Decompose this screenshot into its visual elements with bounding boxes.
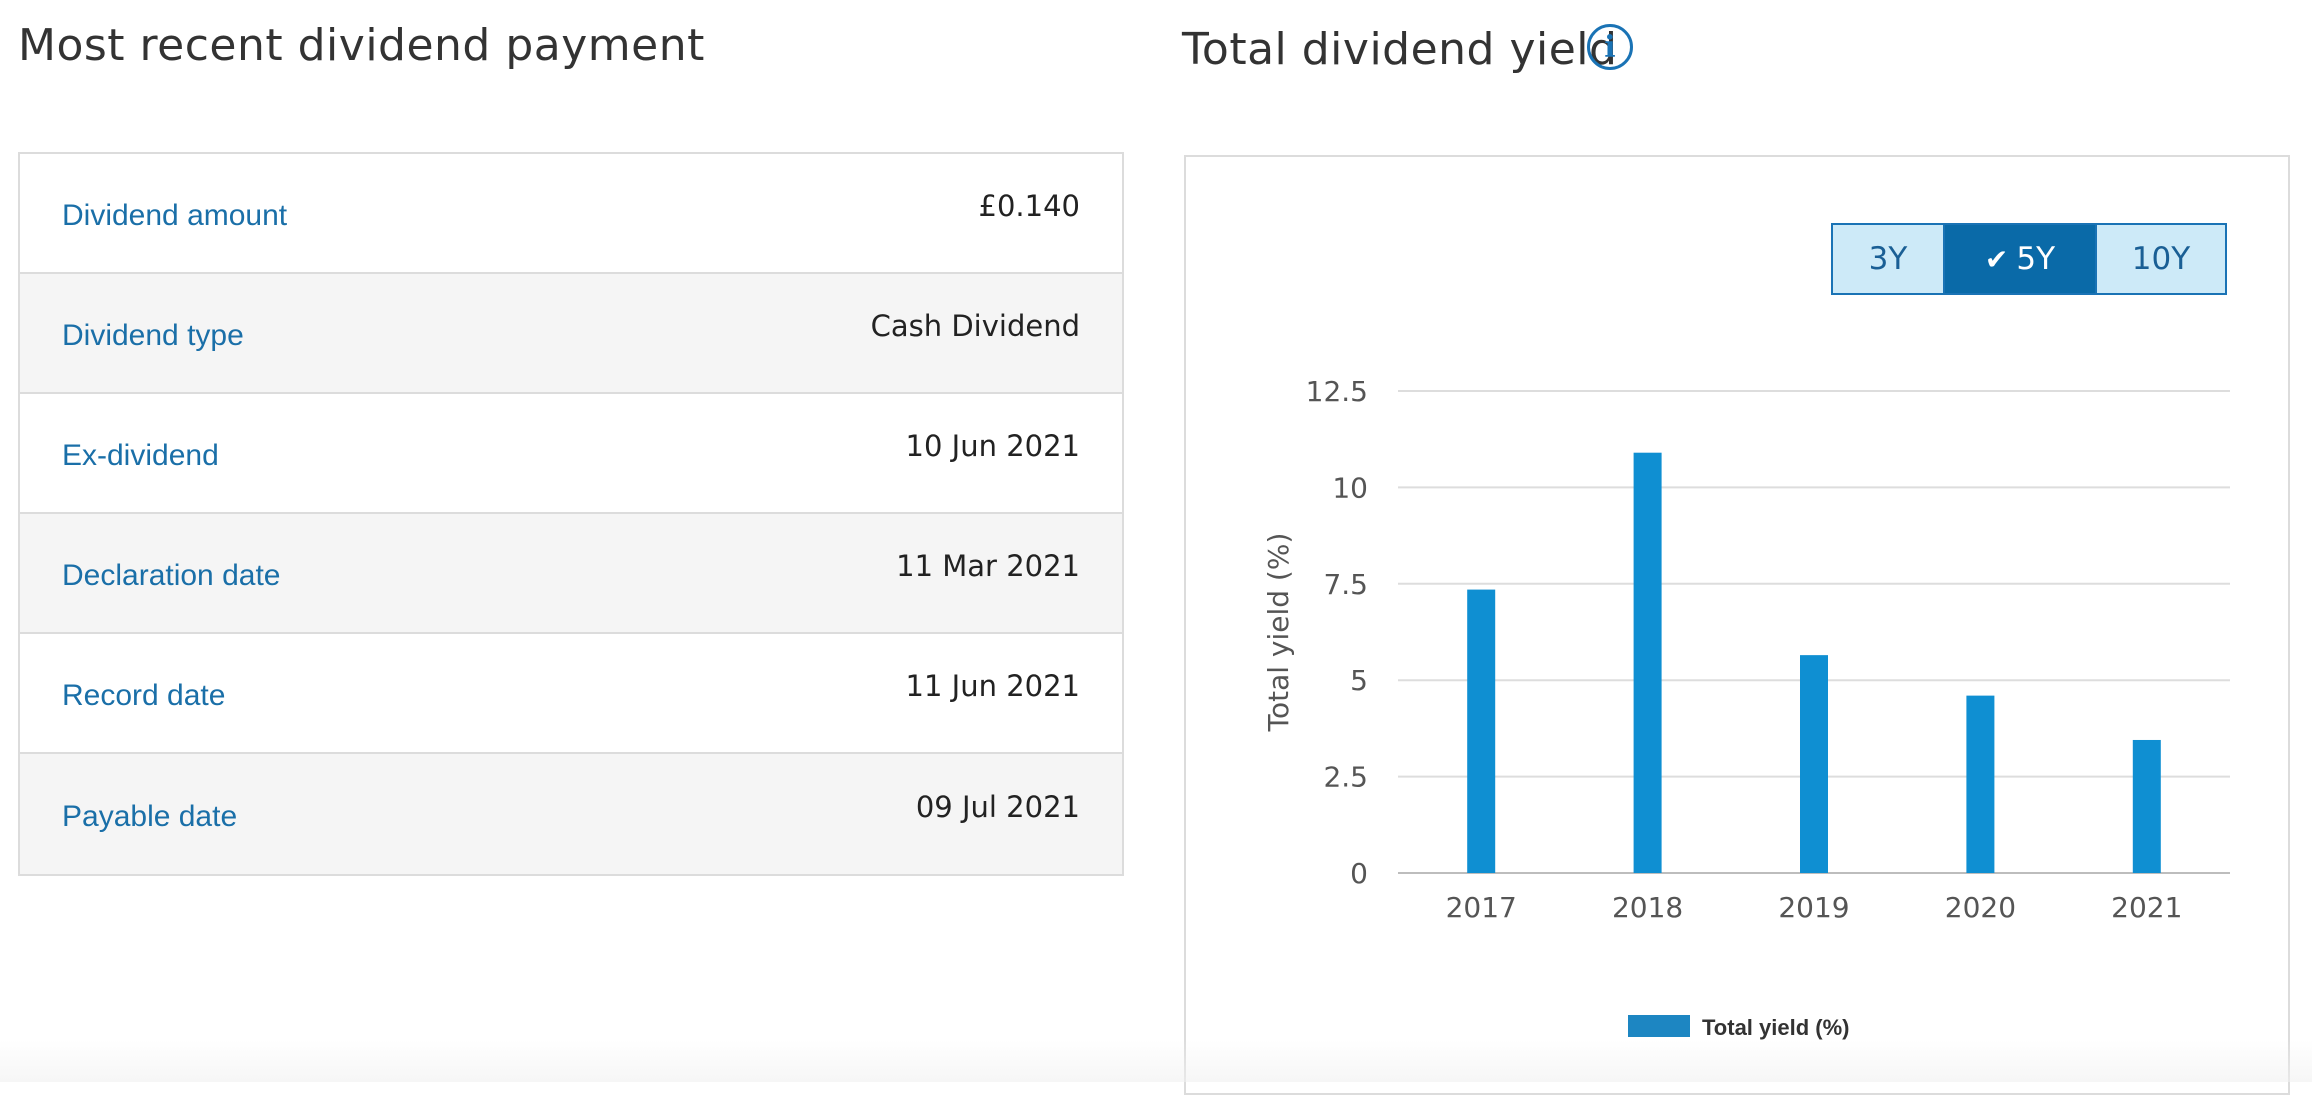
row-label: Ex-dividend (62, 439, 219, 472)
row-value: Cash Dividend (870, 309, 1080, 343)
chart-bar (2132, 739, 2161, 873)
y-tick-label: 5 (1350, 664, 1368, 697)
dividend-yield-title: Total dividend yield (1182, 24, 1618, 75)
table-row: Payable date 09 Jul 2021 (20, 754, 1122, 874)
chart-bar (1467, 589, 1496, 873)
table-row: Ex-dividend 10 Jun 2021 (20, 394, 1122, 514)
y-tick-label: 12.5 (1306, 375, 1368, 408)
row-value: 10 Jun 2021 (905, 429, 1080, 463)
yield-bar-chart: 0 2.5 5 7.5 10 12.5 Total yield (%) 2017 2018 201… (1262, 375, 2230, 1040)
range-button-10y[interactable]: 10Y (2095, 225, 2225, 293)
x-tick-label: 2019 (1778, 891, 1849, 924)
row-label: Dividend type (62, 319, 244, 352)
row-label: Dividend amount (62, 199, 288, 232)
y-axis-label: Total yield (%) (1262, 533, 1295, 733)
x-tick-label: 2017 (1446, 891, 1517, 924)
table-row: Dividend type Cash Dividend (20, 274, 1122, 394)
table-row: Record date 11 Jun 2021 (20, 634, 1122, 754)
chart-bar (1633, 452, 1662, 873)
y-tick-label: 2.5 (1323, 761, 1368, 794)
x-tick-label: 2020 (1945, 891, 2016, 924)
checkmark-icon: ✔ (1984, 242, 2009, 276)
y-tick-label: 10 (1332, 471, 1368, 504)
table-row: Declaration date 11 Mar 2021 (20, 514, 1122, 634)
range-button-label: 3Y (1868, 241, 1908, 277)
info-icon[interactable]: i (1587, 24, 1633, 70)
y-tick-label: 0 (1350, 857, 1368, 890)
row-value: 11 Jun 2021 (905, 669, 1080, 703)
legend-label: Total yield (%) (1702, 1015, 1850, 1040)
row-label: Record date (62, 679, 226, 712)
x-tick-label: 2021 (2111, 891, 2182, 924)
row-label: Declaration date (62, 559, 281, 592)
row-value: 09 Jul 2021 (915, 790, 1080, 824)
dividend-details-table: Dividend amount £0.140 Dividend type Cas… (18, 152, 1124, 876)
row-value: £0.140 (978, 189, 1080, 223)
x-tick-label: 2018 (1612, 891, 1683, 924)
range-button-label: 10Y (2131, 241, 2191, 277)
range-button-label: 5Y (2016, 241, 2056, 277)
table-row: Dividend amount £0.140 (20, 154, 1122, 274)
range-selector: 3Y ✔ 5Y 10Y (1831, 223, 2227, 295)
range-button-3y[interactable]: 3Y (1833, 225, 1943, 293)
row-value: 11 Mar 2021 (896, 549, 1080, 583)
row-label: Payable date (62, 800, 238, 833)
legend-swatch (1628, 1015, 1690, 1037)
range-button-5y[interactable]: ✔ 5Y (1943, 225, 2095, 293)
y-tick-label: 7.5 (1323, 568, 1368, 601)
chart-bar (1966, 695, 1995, 873)
dividend-payment-title: Most recent dividend payment (18, 20, 705, 71)
yield-chart-panel: 3Y ✔ 5Y 10Y 0 2.5 5 7.5 10 12.5 Total yield (%… (1184, 155, 2290, 1095)
chart-bar (1800, 655, 1828, 873)
